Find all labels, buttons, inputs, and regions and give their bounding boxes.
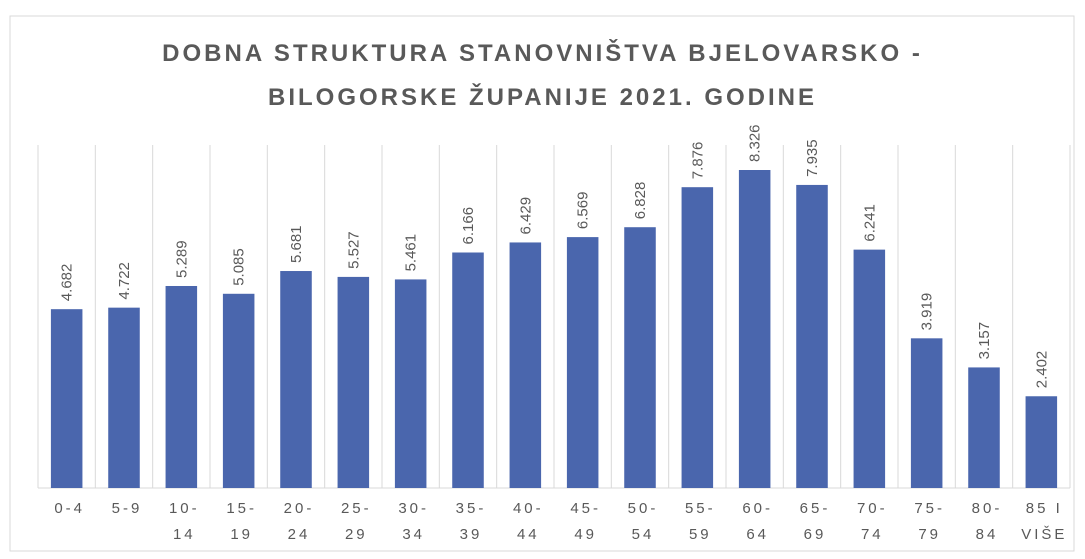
- x-tick-label: 15-19: [226, 500, 257, 543]
- x-tick-label: 65-69: [799, 500, 831, 543]
- value-label: 5.461: [403, 234, 420, 272]
- bar: [280, 271, 312, 488]
- value-label: 6.241: [861, 204, 878, 242]
- value-label: 4.682: [59, 264, 76, 302]
- bar: [165, 285, 198, 488]
- x-tick-label: 70-74: [856, 500, 888, 543]
- value-label: 6.569: [575, 192, 592, 230]
- bar: [108, 307, 140, 488]
- value-label: 5.527: [345, 231, 362, 269]
- x-tick-label: 25-29: [340, 500, 372, 543]
- bar: [681, 187, 714, 488]
- value-label: 3.919: [919, 293, 936, 331]
- x-tick-label: 75-79: [914, 500, 945, 543]
- x-tick-label: 60-64: [742, 500, 773, 543]
- bar: [1025, 396, 1058, 488]
- value-label: 3.157: [976, 322, 993, 360]
- bar: [394, 279, 427, 488]
- value-label: 4.722: [116, 262, 133, 300]
- bar: [853, 249, 886, 488]
- chart-title: DOBNA STRUKTURA STANOVNIŠTVA BJELOVARSKO…: [162, 40, 923, 111]
- value-label: 7.935: [804, 139, 821, 177]
- value-label: 2.402: [1033, 351, 1050, 389]
- x-tick-label: 45-49: [570, 500, 601, 543]
- value-label: 5.085: [231, 248, 248, 286]
- value-label: 5.681: [288, 225, 305, 263]
- bar: [910, 338, 943, 488]
- x-tick-label: 30-34: [398, 500, 429, 543]
- bar: [738, 170, 771, 488]
- x-tick-label: 10-14: [168, 500, 200, 543]
- bar: [566, 237, 599, 488]
- x-tick-label: 40-44: [512, 500, 544, 543]
- value-label: 6.166: [460, 207, 477, 245]
- bar: [796, 184, 828, 488]
- x-tick-label: 0-4: [54, 500, 85, 517]
- bar: [968, 367, 1000, 488]
- x-tick-label: 80-84: [971, 500, 1003, 543]
- x-tick-label: 5-9: [111, 500, 143, 517]
- bar: [222, 293, 255, 488]
- bar: [624, 227, 656, 488]
- x-tick-label: 20-24: [283, 500, 315, 543]
- x-tick-label: 50-54: [627, 500, 659, 543]
- value-label: 6.429: [517, 197, 534, 235]
- value-label: 5.289: [173, 240, 190, 278]
- value-label: 8.326: [747, 124, 764, 162]
- bar: [509, 242, 542, 488]
- bar: [452, 252, 484, 488]
- x-tick-label: 35-39: [455, 500, 487, 543]
- x-tick-label: 55-59: [684, 500, 716, 543]
- value-label: 7.876: [689, 142, 706, 180]
- chart-border: [9, 15, 1075, 552]
- bar: [337, 276, 370, 488]
- bar: [50, 309, 83, 488]
- x-tick-label: 85 I VIŠE: [1021, 500, 1068, 543]
- value-label: 6.828: [632, 182, 649, 220]
